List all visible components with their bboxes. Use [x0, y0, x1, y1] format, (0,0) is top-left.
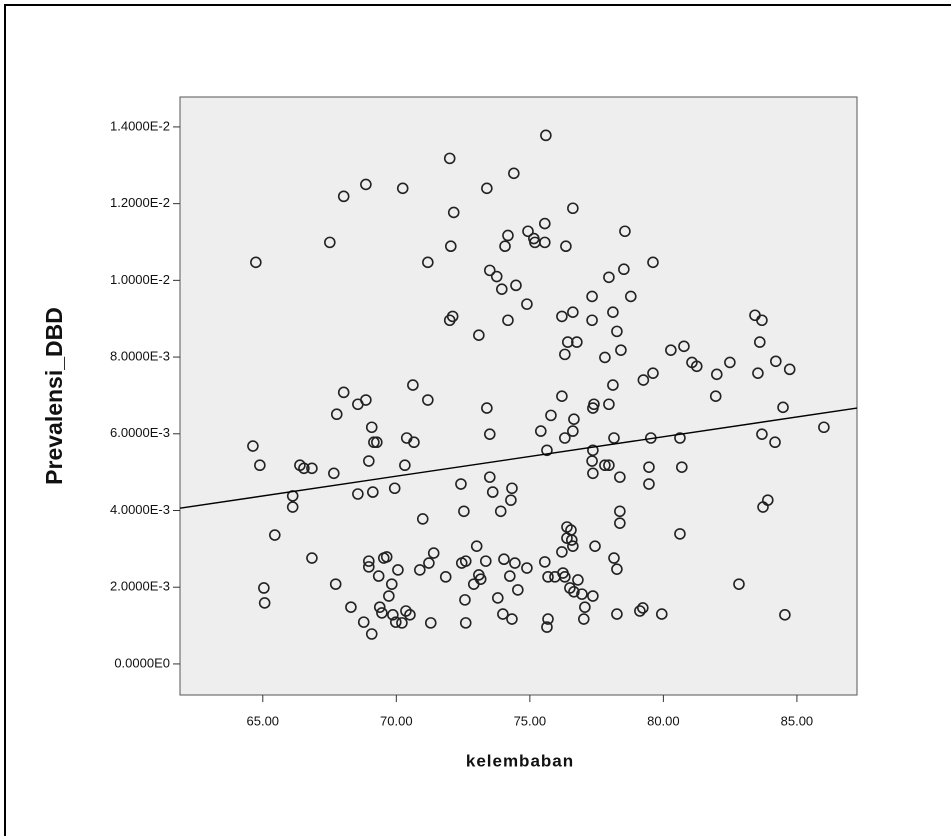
chart: kelembaban Prevalensi_DBD 0.0000E0 2.0000…	[0, 0, 951, 836]
y-tick-label: 0.0000E0	[114, 655, 170, 670]
x-axis-title: kelembaban	[466, 751, 574, 770]
y-tick-label: 8.0000E-3	[110, 349, 170, 364]
page: kelembaban Prevalensi_DBD 0.0000E0 2.0000…	[0, 0, 951, 836]
x-tick-label: 65.00	[247, 713, 280, 728]
y-tick-label: 1.4000E-2	[110, 118, 170, 133]
y-tick-label: 4.0000E-3	[110, 502, 170, 517]
x-tick-label: 75.00	[514, 713, 547, 728]
plot-area	[180, 97, 857, 695]
y-tick-label: 1.0000E-2	[110, 272, 170, 287]
x-tick-label: 80.00	[647, 713, 680, 728]
x-tick-label: 85.00	[781, 713, 814, 728]
y-axis-title: Prevalensi_DBD	[41, 307, 67, 485]
y-tick-label: 2.0000E-3	[110, 579, 170, 594]
y-tick-label: 1.2000E-2	[110, 195, 170, 210]
x-tick-label: 70.00	[380, 713, 413, 728]
y-tick-label: 6.0000E-3	[110, 425, 170, 440]
